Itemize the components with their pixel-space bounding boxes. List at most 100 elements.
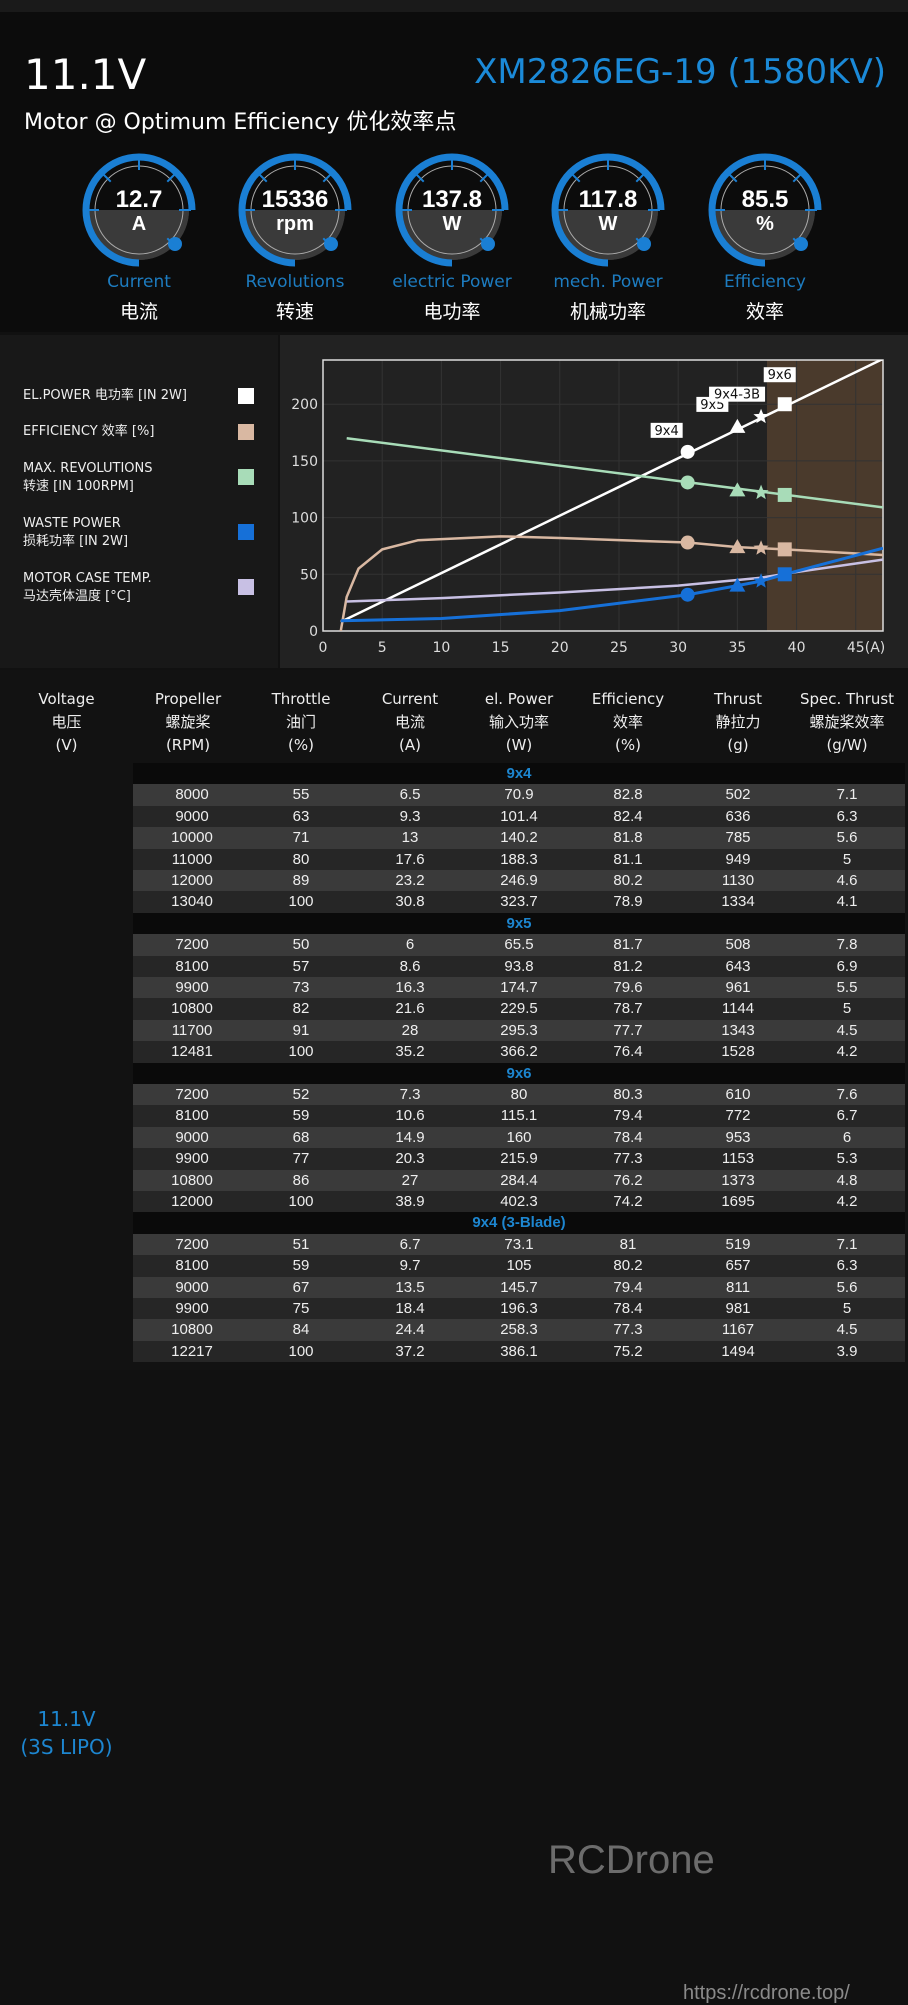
table-cell: 12000 (171, 872, 213, 889)
legend-swatch (238, 524, 254, 540)
table-cell: 402.3 (500, 1193, 538, 1210)
gauge-dial-icon (238, 153, 352, 267)
table-cell: 6.9 (836, 957, 858, 975)
table-cell: 63 (292, 807, 310, 825)
table-cell: 4.2 (836, 1193, 858, 1210)
column-header: Voltage 电压 (V) (0, 688, 133, 757)
prop-label-box (763, 367, 796, 383)
header-line: Throttle (271, 690, 331, 708)
table-cell: 79.4 (613, 1107, 643, 1125)
table-cell: 70.9 (504, 786, 534, 804)
gauge-dial-icon (708, 153, 822, 267)
table-cell: 5.5 (836, 979, 858, 996)
table-cell: 4.8 (836, 1171, 858, 1189)
table-cell: 8100 (175, 957, 209, 975)
column-header: Throttle 油门 (%) (246, 688, 356, 757)
table-cell: 636 (725, 807, 751, 825)
series-el-power (340, 360, 883, 624)
table-cell: 949 (725, 850, 751, 868)
table-cell: 78.4 (613, 1128, 643, 1146)
table-cell: 7200 (175, 936, 209, 954)
column-header: Propeller 螺旋桨 (RPM) (133, 688, 243, 757)
y-tick-label: 200 (291, 397, 318, 413)
table-cell: 10800 (171, 1171, 213, 1189)
gauge-value: 12.7 (115, 186, 163, 213)
motor-model-title: XM2826EG-19 (1580KV) (474, 52, 886, 92)
table-cell: 8000 (175, 786, 209, 804)
legend-sublabel: 马达壳体温度 [°C] (23, 589, 131, 604)
table-row: 9000 68 14.9 160 78.4 953 6 (133, 1126, 905, 1149)
header-line: 油门 (285, 713, 316, 731)
table-cell: 3.9 (836, 1342, 858, 1360)
header-line: 静拉力 (715, 713, 761, 731)
table-cell: 4.5 (836, 1321, 858, 1339)
table-cell: 81 (619, 1235, 637, 1253)
gauge-label-en: Efficiency (724, 272, 806, 292)
table-cell: 9900 (175, 1150, 209, 1168)
marker-star (753, 484, 769, 500)
table-cell: 7.1 (836, 1235, 858, 1253)
table-cell: 188.3 (500, 850, 538, 868)
performance-table: Voltage 电压 (V) Propeller 螺旋桨 (RPM) Throttle 油门 (… (0, 670, 908, 2004)
table-cell: 295.3 (500, 1021, 538, 1039)
legend-label: MAX. REVOLUTIONS (23, 461, 153, 476)
table-cell: 77.3 (613, 1321, 643, 1339)
column-header: Current 电流 (A) (355, 688, 465, 757)
table-cell: 246.9 (500, 872, 538, 889)
table-cell: 77.7 (613, 1021, 643, 1039)
table-cell: 35.2 (395, 1043, 425, 1061)
legend-sublabel: 转速 [IN 100RPM] (23, 479, 134, 494)
propeller-group-header: 9x4 (133, 763, 905, 785)
table-cell: 9000 (175, 807, 209, 825)
header-line: Thrust (713, 690, 763, 708)
table-cell: 961 (725, 979, 751, 996)
table-cell: 4.2 (836, 1043, 858, 1061)
table-cell: 981 (725, 1300, 751, 1317)
propeller-group-header: 9x4 (3-Blade) (133, 1212, 905, 1234)
table-row: 10800 84 24.4 258.3 77.3 1167 4.5 (133, 1319, 905, 1341)
table-cell: 81.7 (613, 936, 643, 954)
table-cell: 1130 (721, 872, 755, 889)
table-cell: 366.2 (500, 1043, 538, 1061)
prop-label-box (709, 386, 766, 402)
y-tick-label: 150 (291, 454, 318, 470)
table-cell: 6.5 (399, 786, 421, 804)
header-line: 效率 (612, 713, 643, 731)
table-cell: 82.4 (613, 807, 643, 825)
table-row: 9000 63 9.3 101.4 82.4 636 6.3 (133, 805, 905, 828)
table-cell: 196.3 (500, 1300, 538, 1317)
legend-label: EFFICIENCY 效率 [%] (23, 424, 155, 439)
table-cell: 643 (725, 957, 751, 975)
table-cell: 30.8 (395, 893, 425, 911)
table-cell: 4.6 (836, 872, 858, 889)
table-cell: 5 (842, 1000, 852, 1018)
table-cell: 59 (292, 1257, 310, 1275)
gauge-label-cn: 电功率 (423, 301, 481, 323)
table-cell: 5.6 (836, 1278, 858, 1296)
table-cell: 73 (292, 979, 310, 996)
table-cell: 52 (292, 1086, 310, 1103)
x-tick-label: 0 (319, 640, 328, 656)
table-cell: 37.2 (395, 1342, 425, 1360)
table-cell: 1167 (721, 1321, 755, 1339)
table-cell: 502 (725, 786, 751, 804)
table-cell: 258.3 (500, 1321, 538, 1339)
table-cell: 5.6 (836, 829, 858, 847)
table-cell: 811 (726, 1278, 750, 1296)
table-cell: 86 (292, 1171, 310, 1189)
voltage-value: 11.1V (37, 1707, 96, 1731)
table-cell: 8100 (175, 1107, 209, 1125)
header-line: (V) (55, 736, 78, 754)
marker-circle (680, 587, 695, 602)
column-header: Efficiency 效率 (%) (573, 688, 683, 757)
table-cell: 6 (405, 936, 415, 954)
x-tick-label: 40 (788, 640, 806, 656)
table-cell: 51 (292, 1235, 310, 1253)
table-cell: 7200 (175, 1235, 209, 1253)
table-row: 8100 59 9.7 105 80.2 657 6.3 (133, 1255, 905, 1277)
header-line: el. Power (484, 690, 554, 708)
table-cell: 7.8 (836, 936, 858, 954)
table-cell: 16.3 (395, 979, 425, 996)
table-cell: 9000 (175, 1128, 209, 1146)
table-cell: 174.7 (500, 979, 538, 996)
